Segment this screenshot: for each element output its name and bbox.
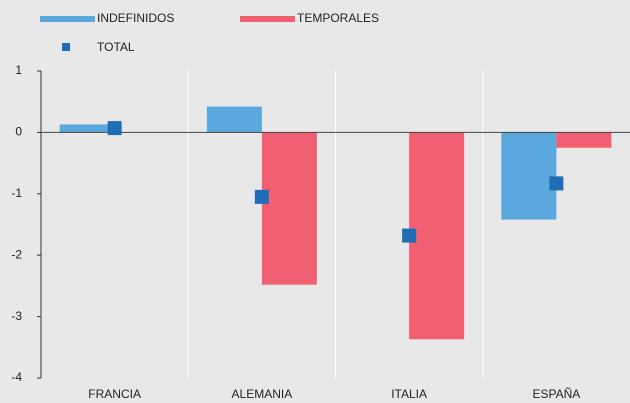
legend-label: INDEFINIDOS <box>97 11 174 25</box>
y-tick-label: -4 <box>11 370 22 384</box>
total-marker <box>549 176 564 191</box>
total-marker <box>254 189 269 204</box>
total-marker <box>402 228 417 243</box>
legend-label: TOTAL <box>97 40 135 54</box>
legend-label: TEMPORALES <box>297 11 379 25</box>
legend-swatch <box>40 16 95 22</box>
bar <box>409 132 465 340</box>
y-tick-label: -1 <box>11 186 22 200</box>
x-tick-label: ESPAÑA <box>532 387 580 401</box>
y-tick-label: -3 <box>11 309 22 323</box>
x-tick-label: ITALIA <box>391 387 427 401</box>
bar <box>556 132 612 148</box>
bar <box>206 106 262 133</box>
legend-swatch <box>62 43 70 51</box>
total-marker <box>107 121 122 136</box>
x-tick-label: ALEMANIA <box>232 387 293 401</box>
y-tick-label: -2 <box>11 247 22 261</box>
bar <box>501 132 557 220</box>
legend-swatch <box>240 16 295 22</box>
y-tick-label: 0 <box>15 125 22 139</box>
x-tick-label: FRANCIA <box>88 387 141 401</box>
bar <box>59 124 115 133</box>
bar <box>261 132 317 285</box>
y-tick-label: 1 <box>15 63 22 77</box>
